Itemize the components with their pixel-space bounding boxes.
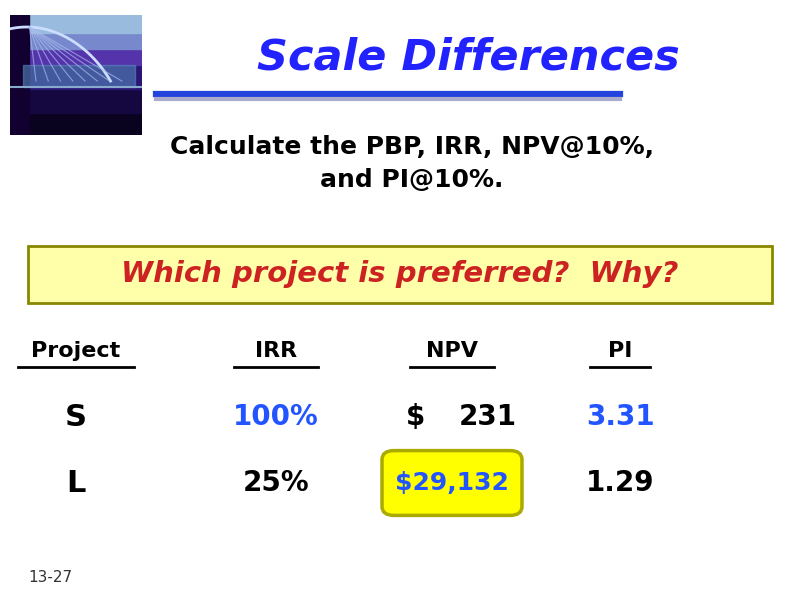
Bar [10,15,142,33]
Text: IRR: IRR [255,341,297,361]
Bar [10,89,142,113]
Text: Project: Project [31,341,121,361]
Text: and PI@10%.: and PI@10%. [320,168,504,192]
Bar [10,113,142,135]
Bar [10,15,30,135]
Text: $: $ [406,403,426,431]
Text: PI: PI [608,341,632,361]
Text: 13-27: 13-27 [28,570,72,584]
Text: 25%: 25% [242,469,310,497]
Bar [10,65,142,89]
Text: S: S [65,403,87,431]
Text: 100%: 100% [233,403,319,431]
Text: Which project is preferred?  Why?: Which project is preferred? Why? [122,260,678,289]
Text: NPV: NPV [426,341,478,361]
FancyBboxPatch shape [382,451,522,515]
Text: L: L [66,469,86,497]
FancyBboxPatch shape [28,246,772,303]
Text: $29,132: $29,132 [395,471,509,495]
Bar [23,65,135,87]
Bar [10,33,142,49]
Text: 3.31: 3.31 [586,403,654,431]
Text: 231: 231 [459,403,517,431]
Text: 1.29: 1.29 [586,469,654,497]
Text: Calculate the PBP, IRR, NPV@10%,: Calculate the PBP, IRR, NPV@10%, [170,135,654,159]
Text: Scale Differences: Scale Differences [257,36,679,78]
Bar [10,49,142,65]
